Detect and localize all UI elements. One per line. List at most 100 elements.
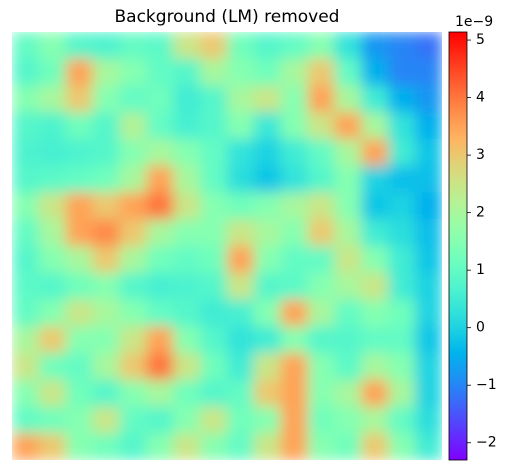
heatmap-cell bbox=[12, 112, 40, 140]
heatmap-cell bbox=[307, 165, 335, 193]
heatmap-cell bbox=[12, 272, 40, 300]
heatmap-cell bbox=[38, 299, 67, 327]
heatmap-cell bbox=[65, 85, 94, 113]
heatmap-cell bbox=[415, 433, 442, 460]
heatmap-cell bbox=[200, 299, 228, 327]
heatmap-cell bbox=[38, 219, 67, 247]
heatmap-cell bbox=[119, 219, 147, 247]
heatmap-cell bbox=[280, 165, 309, 193]
heatmap-cell bbox=[146, 406, 174, 434]
heatmap-cell bbox=[388, 32, 416, 60]
heatmap-cell bbox=[361, 112, 389, 140]
heatmap-cell bbox=[307, 192, 335, 220]
heatmap-cell bbox=[334, 353, 362, 381]
heatmap-cell bbox=[12, 219, 40, 247]
heatmap-cell bbox=[334, 32, 362, 60]
heatmap-cell bbox=[334, 272, 362, 300]
heatmap-cell bbox=[227, 219, 255, 247]
heatmap-cell bbox=[388, 192, 416, 220]
heatmap-cell bbox=[334, 326, 362, 354]
heatmap-cell bbox=[334, 112, 362, 140]
heatmap-cell bbox=[12, 326, 40, 354]
heatmap-cell bbox=[12, 165, 40, 193]
colorbar-tick-label: 2 bbox=[476, 205, 485, 221]
heatmap-cell bbox=[307, 246, 335, 274]
heatmap-cell bbox=[173, 379, 201, 407]
heatmap-cell bbox=[146, 219, 174, 247]
heatmap-cell bbox=[307, 32, 335, 60]
heatmap-cell bbox=[227, 112, 255, 140]
heatmap-cell bbox=[361, 379, 389, 407]
heatmap-cell bbox=[92, 58, 120, 86]
heatmap-cell bbox=[38, 32, 67, 60]
heatmap-cell bbox=[119, 58, 147, 86]
heatmap-cell bbox=[92, 112, 120, 140]
heatmap-cell bbox=[415, 299, 442, 327]
heatmap-cell bbox=[361, 58, 389, 86]
heatmap-cell bbox=[227, 58, 255, 86]
heatmap-cell bbox=[388, 85, 416, 113]
heatmap-cell bbox=[227, 272, 255, 300]
heatmap-cell bbox=[334, 85, 362, 113]
chart-title: Background (LM) removed bbox=[115, 7, 340, 27]
heatmap-cell bbox=[146, 58, 174, 86]
heatmap-cell bbox=[92, 139, 120, 167]
heatmap-cell bbox=[361, 433, 389, 460]
heatmap-cell bbox=[12, 139, 40, 167]
heatmap-cell bbox=[146, 299, 174, 327]
heatmap-cell bbox=[388, 272, 416, 300]
heatmap-cell bbox=[173, 58, 201, 86]
heatmap-cell bbox=[361, 406, 389, 434]
heatmap-cell bbox=[119, 433, 147, 460]
heatmap-cell bbox=[307, 379, 335, 407]
heatmap-cell bbox=[253, 272, 282, 300]
heatmap-cell bbox=[38, 406, 67, 434]
heatmap-cell bbox=[415, 326, 442, 354]
heatmap-cell bbox=[388, 112, 416, 140]
heatmap-cell bbox=[65, 192, 94, 220]
heatmap-cell bbox=[146, 326, 174, 354]
heatmap-cell bbox=[146, 353, 174, 381]
heatmap-cell bbox=[307, 219, 335, 247]
heatmap-cell bbox=[307, 272, 335, 300]
heatmap-cell bbox=[280, 272, 309, 300]
heatmap-cell bbox=[388, 219, 416, 247]
heatmap-cell bbox=[280, 85, 309, 113]
heatmap-cell bbox=[280, 246, 309, 274]
colorbar-tick-label: 4 bbox=[476, 90, 485, 106]
heatmap-cell bbox=[415, 246, 442, 274]
heatmap-cell bbox=[227, 246, 255, 274]
heatmap-cell bbox=[334, 58, 362, 86]
heatmap-cell bbox=[65, 246, 94, 274]
heatmap-cell bbox=[119, 353, 147, 381]
heatmap-cell bbox=[388, 379, 416, 407]
heatmap-cell bbox=[146, 32, 174, 60]
heatmap-cell bbox=[200, 165, 228, 193]
heatmap-cell bbox=[65, 433, 94, 460]
colorbar-tick-label: −1 bbox=[476, 377, 497, 393]
heatmap-cell bbox=[12, 353, 40, 381]
heatmap-cell bbox=[361, 299, 389, 327]
heatmap-cell bbox=[92, 406, 120, 434]
heatmap-cell bbox=[65, 379, 94, 407]
heatmap-cell bbox=[253, 379, 282, 407]
colorbar-tick-label: 5 bbox=[476, 32, 485, 48]
heatmap-cell bbox=[173, 85, 201, 113]
heatmap-cell bbox=[307, 353, 335, 381]
heatmap-cell bbox=[280, 406, 309, 434]
heatmap-cell bbox=[119, 112, 147, 140]
colorbar-tick-label: 1 bbox=[476, 262, 485, 278]
heatmap-cell bbox=[65, 165, 94, 193]
heatmap-cell bbox=[361, 192, 389, 220]
heatmap-cell bbox=[227, 433, 255, 460]
heatmap-cell bbox=[227, 165, 255, 193]
heatmap-cell bbox=[38, 379, 67, 407]
colorbar-offset: 1e−9 bbox=[455, 14, 493, 30]
heatmap-cell bbox=[173, 112, 201, 140]
heatmap-cell bbox=[38, 433, 67, 460]
heatmap-cell bbox=[253, 246, 282, 274]
heatmap-cell bbox=[119, 85, 147, 113]
heatmap-cell bbox=[65, 299, 94, 327]
heatmap-cell bbox=[280, 326, 309, 354]
heatmap-cell bbox=[200, 192, 228, 220]
